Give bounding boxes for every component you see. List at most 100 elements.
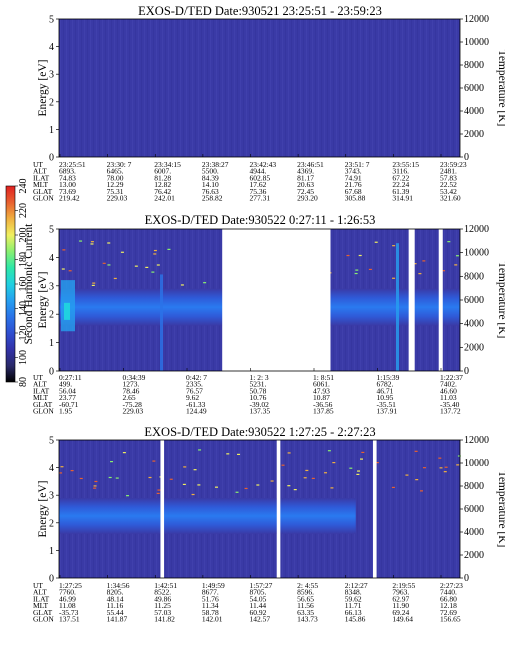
table-cell: 2: 4:55: [297, 581, 318, 590]
table-cell: 23:30: 7: [107, 160, 132, 169]
y2-tick-label: 10000: [464, 37, 489, 48]
table-cell: 12.29: [107, 180, 124, 189]
table-cell: 8705.: [250, 588, 267, 597]
table-cell: 23:46:51: [297, 160, 324, 169]
table-cell: 1:42:51: [154, 581, 177, 590]
table-cell: 10.95: [377, 393, 394, 402]
speckle: [167, 248, 171, 250]
table-row-label: GLON: [33, 615, 54, 624]
speckle: [197, 484, 201, 486]
y2-tick-label: 8000: [464, 271, 484, 282]
table-cell: 10.87: [313, 393, 330, 402]
table-cell: 6782.: [377, 380, 394, 389]
data-gap: [160, 440, 165, 578]
table-cell: 69.24: [392, 608, 409, 617]
speckle: [392, 277, 396, 279]
table-cell: -61.33: [186, 400, 206, 409]
table-cell: 141.87: [107, 615, 128, 624]
table-row-label: UT: [33, 160, 43, 169]
table-cell: 67.22: [392, 173, 409, 182]
speckle: [107, 264, 111, 266]
table-cell: 63.35: [297, 608, 314, 617]
y2-tick-label: 12000: [464, 14, 489, 25]
table-cell: 137.91: [377, 407, 398, 416]
speckle: [68, 270, 72, 272]
table-cell: -35.73: [59, 608, 79, 617]
table-row-label: MLT: [33, 393, 49, 402]
speckle: [418, 273, 422, 275]
y2-tick-label: 0: [464, 573, 469, 584]
table-cell: 5500.: [202, 167, 219, 176]
speckle: [203, 282, 207, 284]
table-cell: 78.00: [107, 173, 124, 182]
speckle: [153, 253, 157, 255]
speckle: [444, 466, 448, 468]
table-cell: 8677.: [202, 588, 219, 597]
table-cell: 2:12:27: [345, 581, 368, 590]
table-cell: 8205.: [107, 588, 124, 597]
speckle: [183, 466, 187, 468]
table-cell: 13.00: [59, 180, 76, 189]
table-cell: 11.16: [107, 601, 124, 610]
table-cell: 242.01: [154, 194, 175, 203]
speckle: [447, 241, 451, 243]
y-tick-label: 3: [49, 281, 54, 292]
table-cell: 4944.: [250, 167, 267, 176]
speckle: [330, 487, 334, 489]
table-row-label: UT: [33, 373, 43, 382]
spectrogram-panel-2: EXOS-D/TED Date:930522 0:27:11 - 1:26:53…: [33, 213, 505, 416]
table-row-label: GLAT: [33, 400, 53, 409]
speckle: [126, 495, 130, 497]
table-cell: 23:55:15: [392, 160, 419, 169]
table-cell: 3743.: [345, 167, 362, 176]
speckle: [443, 471, 447, 473]
table-cell: 78.46: [123, 386, 140, 395]
table-cell: 81.28: [154, 173, 171, 182]
speckle: [287, 452, 291, 454]
table-cell: 11.03: [440, 393, 457, 402]
table-cell: 2:19:55: [392, 581, 415, 590]
table-cell: 305.88: [345, 194, 366, 203]
speckle: [332, 462, 336, 464]
table-cell: -39.02: [250, 400, 270, 409]
y-tick-label: 1: [49, 125, 54, 136]
speckle: [442, 270, 446, 272]
table-cell: 11.71: [345, 601, 362, 610]
speckle: [156, 492, 160, 495]
table-cell: 6061.: [313, 380, 330, 389]
speckle: [102, 262, 106, 264]
y-tick-label: 4: [49, 253, 54, 264]
speckle: [113, 277, 117, 280]
speckle: [354, 272, 358, 275]
table-cell: -35.51: [377, 400, 397, 409]
speckle: [61, 268, 65, 270]
speckle: [349, 467, 353, 469]
table-cell: 277.31: [250, 194, 271, 203]
table-cell: 8348.: [345, 588, 362, 597]
table-cell: 14.10: [202, 180, 219, 189]
spectrogram-panel-3: EXOS-D/TED Date:930522 1:27:25 - 2:27:23…: [33, 425, 505, 624]
table-cell: 8596.: [297, 588, 314, 597]
energy-band: [59, 497, 356, 534]
table-cell: 23:42:43: [250, 160, 277, 169]
speckle: [91, 284, 95, 286]
data-gap: [222, 229, 331, 371]
speckle: [93, 487, 97, 489]
table-cell: 54.05: [250, 594, 267, 603]
speckle: [237, 453, 241, 455]
table-cell: -36.56: [313, 400, 333, 409]
table-cell: 46.60: [440, 386, 457, 395]
speckle: [180, 284, 184, 286]
speckle: [122, 452, 126, 454]
speckle: [419, 490, 423, 492]
table-cell: 2335.: [186, 380, 203, 389]
table-cell: 23:34:15: [154, 160, 181, 169]
table-cell: 142.57: [250, 615, 271, 624]
panel-title: EXOS-D/TED Date:930522 0:27:11 - 1:26:53: [145, 213, 376, 227]
y-tick-label: 0: [49, 574, 54, 585]
table-row-label: MLT: [33, 601, 49, 610]
table-cell: -35.40: [440, 400, 460, 409]
speckle: [134, 265, 138, 267]
speckle: [311, 477, 315, 480]
y-axis-label: Energy [eV]: [37, 60, 49, 117]
